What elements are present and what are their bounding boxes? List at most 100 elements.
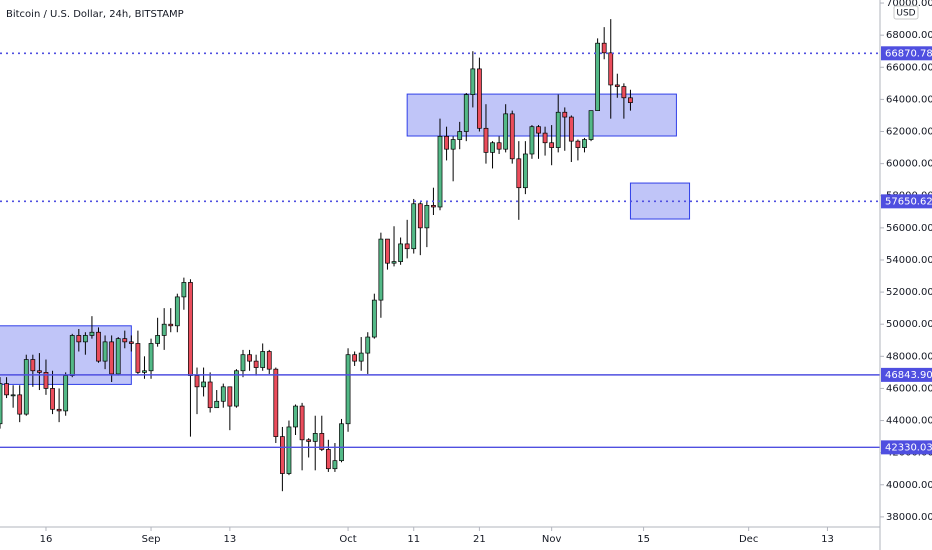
candle-body — [266, 351, 272, 370]
level-label: 66870.78 — [885, 48, 932, 59]
candle-body — [10, 394, 16, 397]
candle-body — [345, 354, 351, 425]
candle-body — [181, 282, 187, 298]
y-tick-label: 62000.00 — [886, 127, 932, 138]
candle-body — [122, 338, 128, 343]
x-tick-label: Oct — [339, 534, 356, 545]
candle-body — [273, 368, 279, 437]
candle-body — [0, 383, 3, 425]
candle-body — [280, 436, 285, 474]
candle-body — [63, 375, 69, 412]
y-tick-label: 38000.00 — [886, 512, 932, 523]
candle-body — [417, 203, 423, 229]
x-tick-label: 11 — [407, 534, 420, 545]
candle-body — [240, 354, 246, 372]
zone — [406, 93, 677, 137]
y-tick-label: 64000.00 — [886, 94, 932, 105]
candle-body — [201, 381, 206, 388]
y-tick-label: 40000.00 — [886, 480, 932, 491]
candle-body — [398, 243, 403, 262]
x-tick-label: 16 — [40, 534, 53, 545]
candle-body — [529, 126, 535, 155]
candle-body — [82, 335, 88, 343]
candle-body — [161, 323, 167, 336]
y-tick-label: 70000.00 — [886, 0, 932, 9]
candle-body — [306, 439, 312, 442]
candle-body — [549, 142, 555, 148]
candle-body — [536, 126, 541, 134]
candle-body — [555, 111, 561, 148]
x-tick-label: 13 — [223, 534, 236, 545]
candle-body — [463, 94, 469, 132]
level-label: 46843.90 — [885, 370, 932, 381]
y-tick-label: 68000.00 — [886, 30, 932, 41]
candle-body — [332, 460, 338, 470]
candle-body — [260, 351, 266, 368]
candle-body — [102, 341, 108, 362]
level-tag — [881, 46, 932, 61]
candle-body — [286, 426, 292, 474]
y-tick-label: 66000.00 — [886, 62, 932, 73]
candle-body — [385, 238, 390, 264]
candle-body — [319, 433, 325, 450]
y-tick-label: 52000.00 — [886, 287, 932, 298]
y-tick-label: 44000.00 — [886, 416, 932, 427]
candle-body — [444, 135, 449, 150]
candle-body — [135, 343, 141, 373]
candle-body — [207, 381, 213, 409]
candle-body — [194, 375, 200, 388]
candle-body — [601, 42, 607, 54]
candle-body — [293, 405, 298, 428]
y-tick-label: 50000.00 — [886, 319, 932, 330]
x-tick-label: Dec — [739, 534, 758, 545]
candle-body — [17, 394, 23, 415]
candle-body — [37, 370, 42, 373]
plot-area — [0, 19, 880, 492]
candle-body — [115, 338, 121, 375]
candle-body — [490, 142, 495, 153]
currency-label: USD — [896, 9, 915, 19]
candle-body — [365, 336, 371, 354]
candle-body — [50, 388, 55, 410]
candle-body — [188, 282, 193, 376]
candle-body — [628, 97, 633, 103]
candle-body — [109, 341, 115, 375]
candle-body — [96, 331, 101, 362]
candle-body — [234, 370, 239, 407]
candle-body — [155, 335, 160, 344]
y-tick-label: 54000.00 — [886, 255, 932, 266]
candle-body — [312, 433, 318, 442]
candle-body — [339, 423, 344, 462]
candle-body — [562, 111, 568, 118]
candle-body — [437, 135, 443, 208]
candle-body — [128, 341, 134, 344]
candle-body — [352, 354, 358, 362]
candle-body — [424, 205, 430, 229]
candle-body — [325, 449, 331, 470]
x-tick-label: 21 — [473, 534, 486, 545]
candle-body — [174, 296, 180, 327]
level-tag — [881, 194, 932, 209]
candle-body — [168, 323, 174, 327]
candle-body — [509, 113, 515, 160]
candle-body — [575, 140, 581, 148]
candle-body — [516, 158, 522, 189]
candle-body — [148, 343, 154, 372]
candle-body — [378, 238, 384, 301]
candle-body — [371, 299, 377, 338]
candle-body — [503, 113, 509, 150]
chart-title: Bitcoin / U.S. Dollar, 24h, BITSTAMP — [6, 9, 184, 20]
candle-body — [43, 372, 49, 389]
candle-body — [411, 203, 417, 250]
candle-body — [30, 359, 36, 372]
candle-body — [614, 84, 620, 87]
candle-body — [608, 52, 614, 86]
candle-body — [76, 335, 82, 343]
candle-body — [582, 139, 587, 148]
candle-body — [253, 360, 259, 368]
candle-body — [496, 142, 502, 150]
y-tick-label: 46000.00 — [886, 383, 932, 394]
candle-body — [588, 110, 594, 140]
